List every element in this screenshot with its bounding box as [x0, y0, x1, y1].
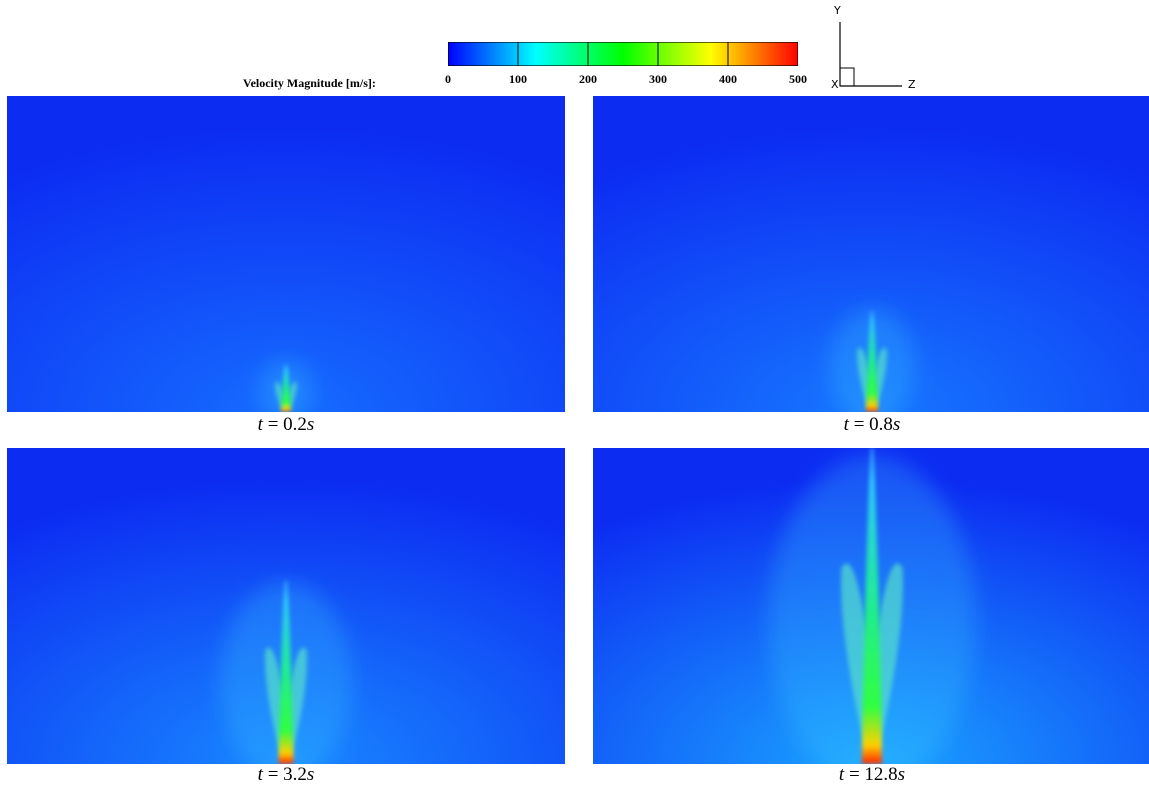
colorbar-tick-label: 200: [579, 72, 597, 86]
velocity-field: [7, 96, 565, 412]
panel-caption-1: t = 0.2s: [257, 414, 315, 435]
panel-caption-2: t = 0.8s: [843, 414, 901, 435]
velocity-panel-4: [593, 448, 1149, 764]
velocity-field: [7, 448, 565, 764]
colorbar-tick-label: 100: [509, 72, 527, 86]
jet-core: [862, 448, 882, 764]
colorbar: [448, 42, 798, 66]
jet-core: [278, 580, 294, 764]
colorbar-tick-label: 0: [445, 72, 451, 86]
velocity-panel-1: [7, 96, 565, 412]
axes-triad: Y Z X: [828, 4, 928, 91]
panel-caption-3: t = 3.2s: [257, 764, 315, 785]
colorbar-tick-label: 400: [719, 72, 737, 86]
jet-core: [281, 364, 291, 412]
velocity-field: [593, 96, 1149, 412]
colorbar-tick-label: 300: [649, 72, 667, 86]
colorbar-label: Velocity Magnitude [m/s]:: [243, 76, 376, 90]
jet-core: [866, 310, 878, 412]
axis-y-label: Y: [834, 4, 841, 17]
velocity-panel-3: [7, 448, 565, 764]
axis-z-label: Z: [908, 78, 916, 91]
colorbar-dividers: [517, 42, 729, 66]
panel-caption-4: t = 12.8s: [838, 764, 906, 785]
velocity-field: [593, 448, 1149, 764]
colorbar-tick-label: 500: [789, 72, 807, 86]
velocity-panel-2: [593, 96, 1149, 412]
axis-x-label: X: [831, 78, 839, 91]
